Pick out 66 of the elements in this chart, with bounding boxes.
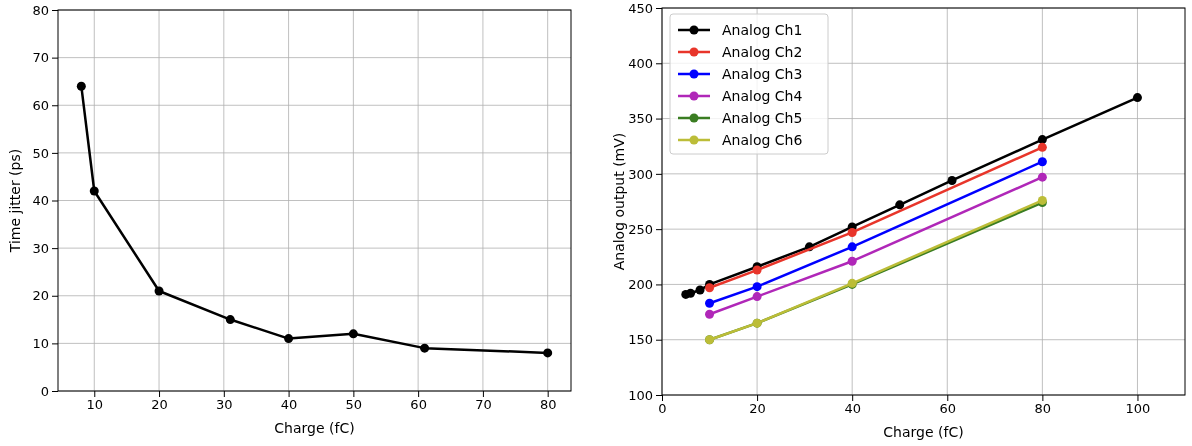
y-tick-label: 150 <box>628 332 653 348</box>
legend-label: Analog Ch6 <box>722 132 803 148</box>
x-tick-label: 100 <box>1125 401 1151 417</box>
y-tick-label: 50 <box>32 145 49 161</box>
point <box>348 329 358 339</box>
point <box>543 348 553 358</box>
point <box>752 292 762 302</box>
y-axis-title: Time jitter (ps) <box>7 148 23 254</box>
y-tick-label: 80 <box>32 2 49 18</box>
x-axis-title: Charge (fC) <box>274 420 355 436</box>
y-tick-label: 350 <box>628 111 653 127</box>
point <box>895 200 905 210</box>
y-tick-label: 20 <box>32 288 49 304</box>
y-tick-label: 10 <box>32 336 49 352</box>
legend-label: Analog Ch2 <box>722 44 803 60</box>
x-tick-label: 80 <box>539 397 557 413</box>
point <box>695 285 705 295</box>
x-tick-label: 10 <box>86 397 104 413</box>
x-tick-label: 40 <box>280 397 298 413</box>
y-tick-label: 100 <box>628 387 653 403</box>
y-tick-label: 0 <box>40 383 49 399</box>
point <box>705 298 715 308</box>
x-tick-label: 50 <box>345 397 363 413</box>
x-tick-label: 70 <box>475 397 492 413</box>
point <box>686 288 696 298</box>
y-tick-label: 30 <box>32 240 49 256</box>
y-tick-label: 60 <box>32 97 49 113</box>
y-tick-label: 250 <box>628 221 653 237</box>
x-tick-label: 60 <box>410 397 427 413</box>
point <box>1132 93 1142 103</box>
point <box>1037 135 1047 145</box>
point <box>420 343 430 353</box>
point <box>705 283 715 293</box>
point <box>89 186 99 196</box>
x-tick-label: 20 <box>749 401 766 417</box>
y-tick-label: 40 <box>32 193 49 209</box>
point <box>154 286 164 296</box>
legend-label: Analog Ch1 <box>722 22 803 38</box>
x-axis-title: Charge (fC) <box>883 424 964 440</box>
y-axis-title: Analog output (mV) <box>611 132 627 271</box>
point <box>847 227 857 237</box>
point <box>76 81 86 91</box>
x-tick-label: 40 <box>844 401 861 417</box>
legend-label: Analog Ch3 <box>722 66 803 82</box>
point <box>947 175 957 185</box>
point <box>705 309 715 319</box>
point <box>1037 172 1047 182</box>
point <box>1037 157 1047 167</box>
y-tick-label: 450 <box>628 0 653 16</box>
point <box>225 315 235 325</box>
x-tick-label: 60 <box>939 401 957 417</box>
legend-label: Analog Ch4 <box>722 88 803 104</box>
point <box>1037 142 1047 152</box>
y-tick-label: 70 <box>32 50 49 66</box>
y-tick-label: 200 <box>628 277 653 293</box>
point <box>752 282 762 292</box>
y-tick-label: 300 <box>628 166 653 182</box>
point <box>847 256 857 266</box>
x-tick-label: 30 <box>216 397 233 413</box>
x-tick-label: 0 <box>658 401 667 417</box>
x-tick-label: 20 <box>151 397 168 413</box>
y-tick-label: 400 <box>628 55 653 71</box>
point <box>847 242 857 252</box>
point <box>284 334 294 344</box>
x-tick-label: 80 <box>1034 401 1052 417</box>
legend-label: Analog Ch5 <box>722 110 803 126</box>
